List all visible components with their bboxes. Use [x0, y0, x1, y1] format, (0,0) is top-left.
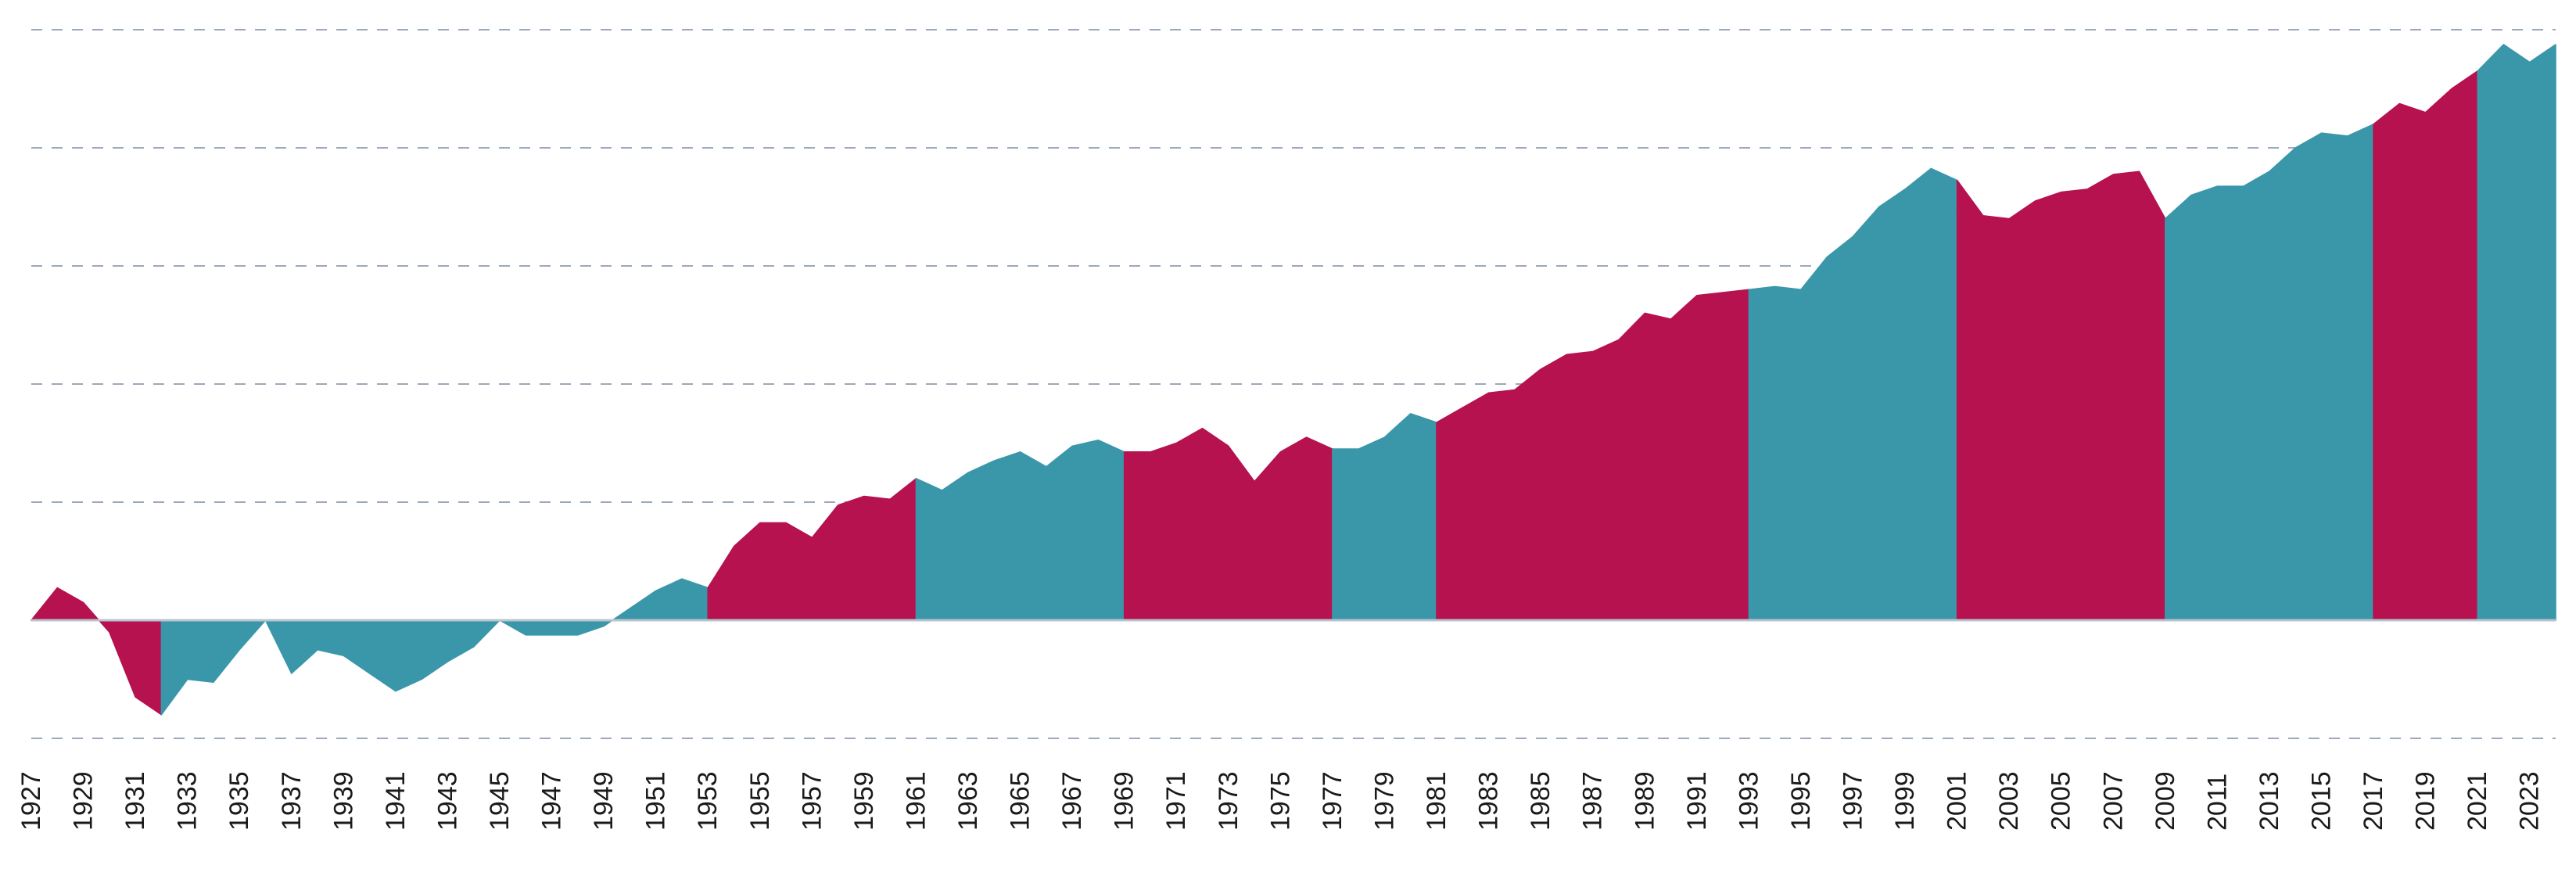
- x-tick-label: 1943: [433, 771, 463, 831]
- x-tick-label: 2017: [2359, 771, 2388, 831]
- area-segment-1932-1953: [160, 578, 709, 716]
- area-segment-2009-2017: [2165, 124, 2374, 621]
- x-tick-label: 1995: [1786, 771, 1816, 831]
- x-tick-label: 1947: [537, 771, 567, 831]
- x-tick-label: 1953: [693, 771, 723, 831]
- area-segment-1953-1961: [707, 478, 917, 621]
- area-segment-2017-2021: [2373, 70, 2478, 621]
- x-tick-label: 1929: [69, 771, 99, 831]
- x-tick-label: 1957: [797, 771, 827, 831]
- x-tick-label: 2015: [2307, 771, 2337, 831]
- x-tick-label: 1969: [1110, 771, 1139, 831]
- x-tick-label: 2011: [2202, 774, 2232, 831]
- x-tick-label: 1993: [1734, 771, 1763, 831]
- x-tick-label: 1959: [849, 771, 879, 831]
- x-tick-label: 1991: [1682, 771, 1712, 831]
- x-tick-label: 1951: [641, 771, 671, 831]
- x-axis-tick-labels: 1927 1929 1931 1933 1935 1937 1939 1941 1943 1945…: [16, 771, 2545, 831]
- area-segment-2021-2024: [2477, 44, 2556, 621]
- x-tick-label: 1961: [902, 771, 931, 831]
- area-segment-1981-1993: [1436, 289, 1750, 621]
- x-tick-label: 1937: [277, 771, 307, 831]
- x-tick-label: 1977: [1318, 771, 1347, 831]
- x-tick-label: 1927: [16, 771, 46, 831]
- x-tick-label: 1981: [1422, 771, 1451, 831]
- x-tick-label: 1963: [953, 771, 983, 831]
- x-tick-label: 1967: [1057, 771, 1087, 831]
- area-segment-2001-2009: [1956, 171, 2166, 621]
- x-tick-label: 1941: [381, 771, 411, 831]
- x-tick-label: 2001: [1943, 771, 1972, 831]
- x-tick-label: 1955: [745, 771, 775, 831]
- x-tick-label: 1931: [120, 771, 150, 831]
- x-tick-label: 1973: [1214, 771, 1243, 831]
- x-tick-label: 1935: [224, 771, 254, 831]
- x-tick-label: 1975: [1265, 771, 1295, 831]
- x-tick-label: 2021: [2463, 771, 2492, 831]
- x-tick-label: 1949: [589, 771, 619, 831]
- x-tick-label: 1979: [1370, 771, 1400, 831]
- x-tick-label: 2013: [2255, 771, 2284, 831]
- x-tick-label: 1983: [1474, 771, 1504, 831]
- area-segment-1969-1977: [1123, 427, 1333, 621]
- x-tick-label: 1985: [1526, 771, 1555, 831]
- area-segment-1993-2001: [1748, 167, 1958, 621]
- x-tick-label: 1939: [328, 771, 358, 831]
- x-tick-label: 1933: [173, 771, 203, 831]
- x-tick-label: 1945: [485, 771, 515, 831]
- x-tick-label: 2007: [2098, 771, 2128, 831]
- area-segment-1961-1969: [915, 439, 1125, 621]
- area-segment-1927-1932: [30, 587, 163, 716]
- x-tick-label: 2005: [2047, 771, 2076, 831]
- x-tick-label: 2019: [2411, 771, 2441, 831]
- area-series: [30, 44, 2556, 716]
- x-tick-label: 2023: [2515, 771, 2545, 831]
- area-segment-1977-1981: [1332, 413, 1437, 621]
- x-tick-label: 1999: [1890, 771, 1920, 831]
- x-tick-label: 1989: [1630, 771, 1659, 831]
- x-tick-label: 1965: [1006, 771, 1035, 831]
- x-tick-label: 2009: [2151, 771, 2180, 831]
- x-tick-label: 1971: [1161, 771, 1191, 831]
- x-tick-label: 2003: [1994, 771, 2024, 831]
- x-tick-label: 1997: [1839, 771, 1868, 831]
- x-tick-label: 1987: [1578, 771, 1608, 831]
